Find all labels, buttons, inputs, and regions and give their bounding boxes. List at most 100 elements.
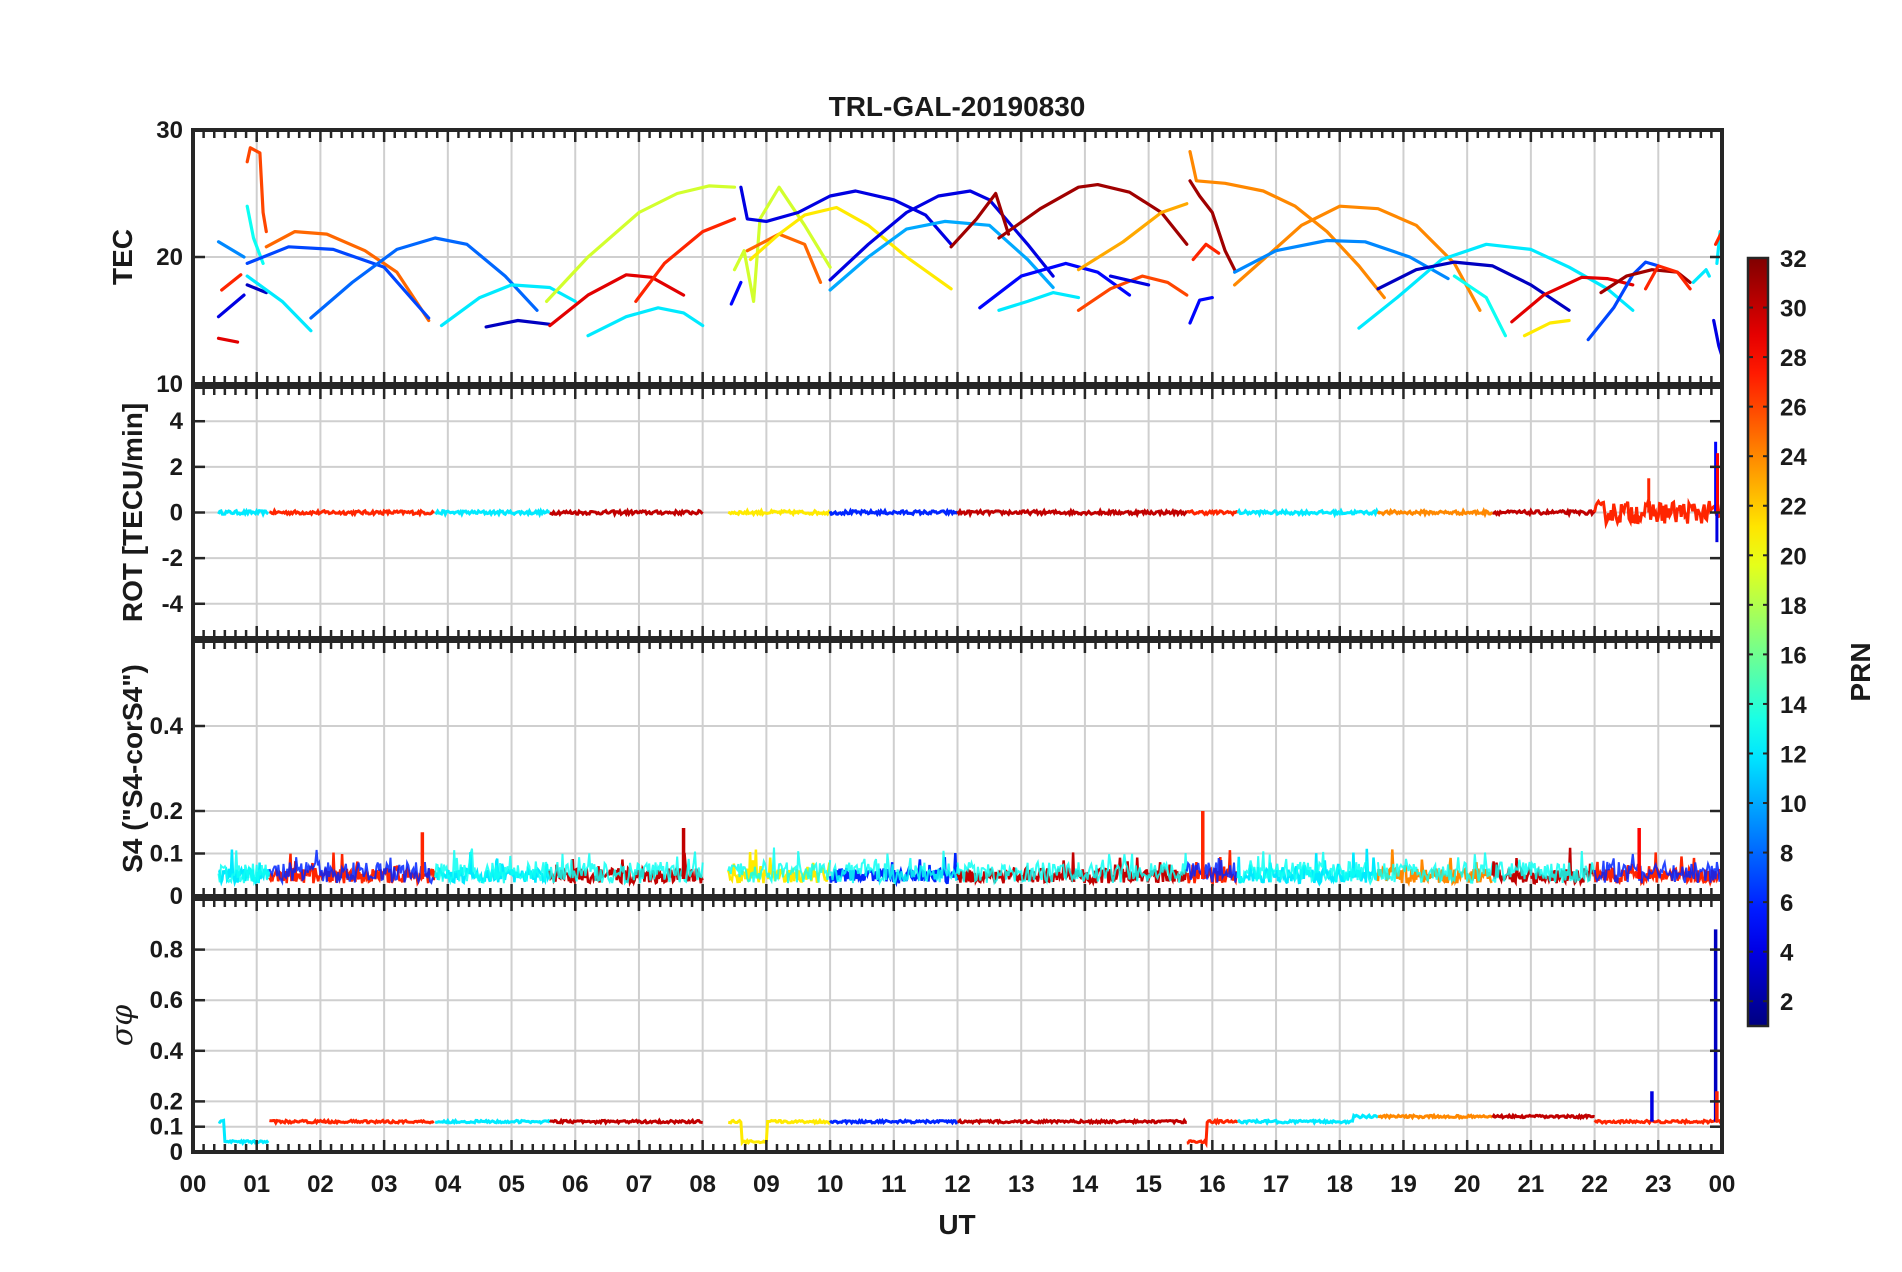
tec-series-prn-27 bbox=[634, 217, 737, 303]
tec-series-prn-12 bbox=[245, 274, 313, 333]
panel-rot: -4 -2 0 2 4 ROT [TECU/min] bbox=[117, 385, 1724, 640]
s4-series-prn-13 bbox=[727, 847, 832, 885]
x-tick-label: 00 bbox=[180, 1171, 207, 1198]
tec-series-prn-23 bbox=[1076, 202, 1189, 272]
tec-series-prn-26 bbox=[245, 146, 268, 234]
tec-series-prn-3 bbox=[484, 318, 552, 329]
y-tick-label: 2 bbox=[170, 454, 183, 481]
panel-rot-x-ticks bbox=[191, 387, 1724, 638]
panel-sigma_phi-grid bbox=[193, 899, 1722, 1152]
x-tick-label: 11 bbox=[881, 1171, 906, 1198]
sigma-phi-series-prn-30 bbox=[549, 1117, 703, 1126]
tec-series-prn-29 bbox=[548, 273, 686, 328]
sigma-phi-series-prn-6 bbox=[828, 1117, 959, 1126]
sigma-phi-series-prn-27 bbox=[1186, 1117, 1239, 1149]
rot-series-prn-30 bbox=[1492, 507, 1596, 519]
y-tick-label: 0 bbox=[170, 883, 183, 910]
s4-series-prn-6 bbox=[1185, 858, 1239, 883]
y-tick-label: 0.2 bbox=[150, 1088, 183, 1115]
colorbar-tick-label: 22 bbox=[1780, 494, 1807, 521]
y-tick-label: -4 bbox=[162, 591, 184, 618]
rot-series-prn-27 bbox=[1186, 508, 1239, 517]
x-tick-label: 13 bbox=[1008, 1171, 1035, 1198]
tec-series-prn-12 bbox=[1691, 268, 1711, 284]
y-tick-label: 0 bbox=[170, 1139, 183, 1166]
colorbar-scale bbox=[1746, 256, 1770, 1028]
s4-series-prn-13 bbox=[548, 851, 704, 886]
tec-series-prn-3 bbox=[1376, 260, 1571, 312]
panel-s4-x-ticks bbox=[191, 641, 1724, 896]
tec-series-prn-25 bbox=[264, 230, 431, 323]
s4-series-prn-13 bbox=[1236, 851, 1379, 886]
tec-series-prn-29 bbox=[216, 336, 240, 344]
rot-series-prn-12 bbox=[434, 507, 550, 519]
x-tick-label: 07 bbox=[626, 1171, 653, 1198]
y-tick-label: 4 bbox=[170, 408, 184, 435]
y-axis-label: TEC bbox=[107, 229, 138, 285]
sigma-phi-series-prn-30 bbox=[1491, 1112, 1595, 1121]
y-tick-label: 0 bbox=[170, 500, 183, 527]
tec-series-prn-5 bbox=[729, 280, 743, 306]
x-tick-label: 12 bbox=[944, 1171, 971, 1198]
y-axis-label: σφ bbox=[105, 1005, 140, 1046]
tec-series-prn-25 bbox=[745, 232, 823, 284]
panel-sigma_phi: 00.10.2 0.4 0.6 0.8 σφ bbox=[105, 897, 1724, 1166]
x-tick-label: 00 bbox=[1709, 1171, 1736, 1198]
x-tick-label: 08 bbox=[689, 1171, 716, 1198]
sigma-phi-series-prn-27 bbox=[269, 1117, 435, 1127]
x-tick-label: 02 bbox=[307, 1171, 334, 1198]
s4-series-prn-13 bbox=[1491, 851, 1596, 883]
tec-series-prn-5 bbox=[1188, 296, 1214, 325]
panel-sigma_phi-x-ticks bbox=[191, 899, 1724, 1152]
colorbar-tick-label: 4 bbox=[1780, 940, 1794, 967]
tec-series-prn-12 bbox=[586, 306, 705, 338]
tec-series-prn-21 bbox=[748, 205, 953, 291]
x-tick-label: 04 bbox=[434, 1171, 461, 1198]
tec-series-prn-12 bbox=[1357, 242, 1635, 330]
s4-series-prn-13 bbox=[956, 853, 1188, 886]
sigma-phi-series-prn-12 bbox=[217, 1118, 270, 1146]
tec-series-prn-4 bbox=[739, 185, 953, 246]
sigma-phi-series-prn-27 bbox=[1593, 1117, 1723, 1126]
x-tick-label: 17 bbox=[1263, 1171, 1290, 1198]
panel-tec-x-ticks bbox=[191, 130, 1724, 384]
tec-series-prn-24 bbox=[1188, 150, 1386, 300]
y-tick-label: 20 bbox=[156, 244, 183, 271]
panel-s4-data bbox=[217, 811, 1723, 888]
chart-title: TRL-GAL-20190830 bbox=[829, 91, 1086, 122]
colorbar-label: PRN bbox=[1845, 642, 1876, 701]
colorbar-tick-label: 16 bbox=[1780, 642, 1807, 669]
tec-series-prn-3 bbox=[245, 283, 268, 295]
x-tick-label: 16 bbox=[1199, 1171, 1226, 1198]
tec-series-prn-9 bbox=[1233, 238, 1450, 281]
rot-series-prn-27 bbox=[1593, 497, 1724, 530]
tec-series-prn-19 bbox=[545, 184, 737, 303]
panel-tec-grid bbox=[193, 130, 1722, 384]
tec-series-prn-27 bbox=[220, 273, 243, 292]
y-tick-label: 0.8 bbox=[150, 937, 183, 964]
panel-s4: 0 0.1 0.2 0.4S4 ("S4-corS4") bbox=[117, 639, 1724, 910]
colorbar-tick-label: 26 bbox=[1780, 395, 1807, 422]
x-tick-label: 15 bbox=[1135, 1171, 1162, 1198]
colorbar-tick-label: 30 bbox=[1780, 296, 1807, 323]
x-tick-label: 14 bbox=[1072, 1171, 1099, 1198]
x-tick-label: 22 bbox=[1581, 1171, 1608, 1198]
y-tick-label: 30 bbox=[156, 117, 183, 144]
tec-series-prn-29 bbox=[1510, 275, 1635, 324]
colorbar-tick-label: 6 bbox=[1780, 890, 1793, 917]
rot-series-prn-12 bbox=[1236, 507, 1380, 519]
rot-series-prn-6 bbox=[828, 507, 959, 518]
x-tick-label: 05 bbox=[498, 1171, 525, 1198]
panel-s4-grid bbox=[193, 641, 1722, 896]
tec-series-prn-27 bbox=[1644, 264, 1692, 291]
colorbar-tick-label: 24 bbox=[1780, 444, 1807, 471]
sigma-phi-series-prn-24 bbox=[1377, 1112, 1494, 1121]
colorbar-tick-label: 12 bbox=[1780, 741, 1807, 768]
tec-series-prn-13 bbox=[1452, 274, 1507, 338]
y-tick-label: 0.1 bbox=[150, 841, 183, 868]
y-tick-label: 0.4 bbox=[150, 713, 184, 740]
tec-series-prn-27 bbox=[1191, 242, 1221, 262]
tec-series-prn-4 bbox=[828, 189, 1055, 282]
